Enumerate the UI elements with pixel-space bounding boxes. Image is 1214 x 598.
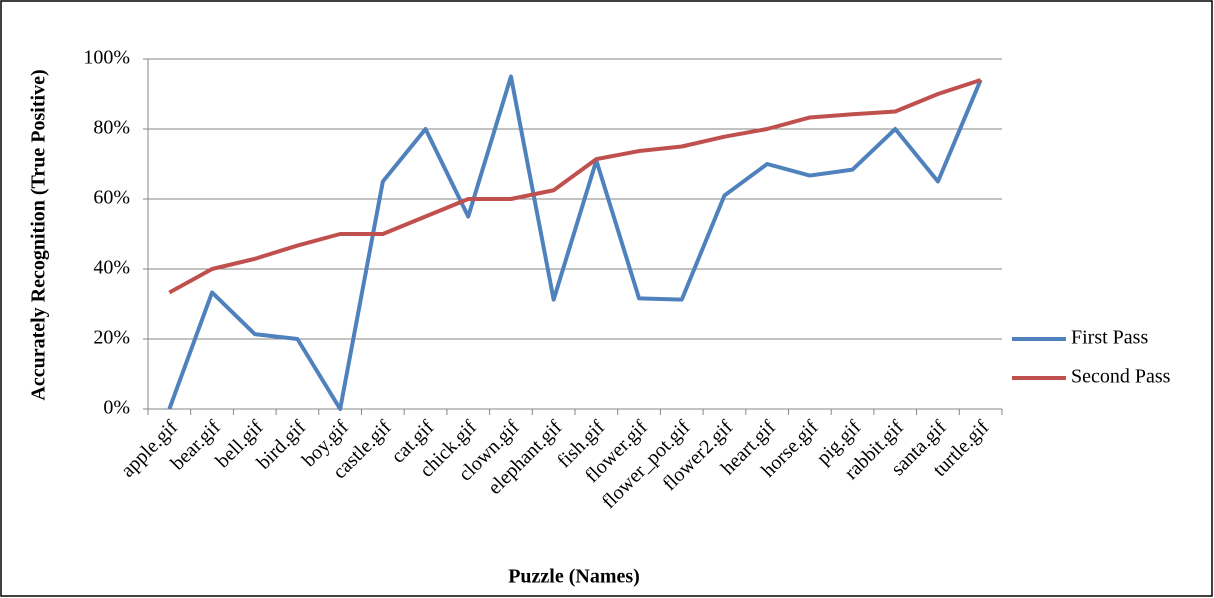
x-axis-title: Puzzle (Names) [508, 566, 640, 588]
y-tick-label: 80% [93, 117, 130, 139]
y-tick-label: 40% [93, 257, 130, 279]
y-axis-title: Accurately Recognition (True Positive) [28, 69, 50, 400]
series-line [168, 78, 982, 295]
y-tick-label: 0% [103, 397, 130, 419]
y-tick-label: 20% [93, 327, 130, 349]
legend-label: Second Pass [1071, 366, 1171, 388]
legend-label: First Pass [1071, 327, 1148, 349]
y-tick-label: 100% [83, 47, 130, 69]
series-line [167, 74, 983, 411]
y-tick-label: 60% [93, 187, 130, 209]
